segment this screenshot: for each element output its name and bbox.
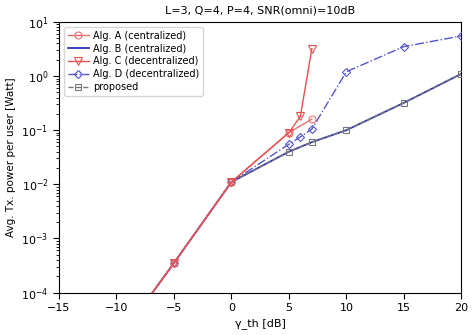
proposed xyxy=(401,101,407,105)
Alg. A (centralized) xyxy=(171,261,177,265)
proposed xyxy=(344,128,349,132)
Alg. B (centralized) xyxy=(309,140,315,144)
Alg. B (centralized) xyxy=(171,261,177,265)
Alg. B (centralized) xyxy=(344,128,349,132)
Alg. B (centralized) xyxy=(228,180,234,184)
X-axis label: γ_th [dB]: γ_th [dB] xyxy=(235,319,285,329)
Line: proposed: proposed xyxy=(56,71,465,335)
proposed xyxy=(309,140,315,144)
proposed xyxy=(228,180,234,184)
Alg. B (centralized) xyxy=(458,72,464,76)
Legend: Alg. A (centralized), Alg. B (centralized), Alg. C (decentralized), Alg. D (dece: Alg. A (centralized), Alg. B (centralize… xyxy=(64,27,203,96)
Line: Alg. C (decentralized): Alg. C (decentralized) xyxy=(55,45,316,335)
Alg. D (decentralized) xyxy=(286,142,292,146)
Line: Alg. D (decentralized): Alg. D (decentralized) xyxy=(56,33,465,335)
Alg. D (decentralized) xyxy=(344,70,349,74)
Alg. C (decentralized) xyxy=(309,47,315,51)
Alg. D (decentralized) xyxy=(228,180,234,184)
Alg. B (centralized) xyxy=(401,101,407,105)
proposed xyxy=(171,261,177,265)
Alg. C (decentralized) xyxy=(171,261,177,265)
Line: Alg. A (centralized): Alg. A (centralized) xyxy=(55,116,315,335)
proposed xyxy=(286,150,292,154)
Alg. A (centralized) xyxy=(228,180,234,184)
Line: Alg. B (centralized): Alg. B (centralized) xyxy=(59,74,461,335)
Alg. D (decentralized) xyxy=(309,127,315,131)
Alg. B (centralized) xyxy=(286,150,292,154)
Alg. C (decentralized) xyxy=(298,114,303,118)
Alg. C (decentralized) xyxy=(286,131,292,135)
Alg. D (decentralized) xyxy=(458,34,464,38)
Alg. A (centralized) xyxy=(309,117,315,121)
proposed xyxy=(458,72,464,76)
Title: L=3, Q=4, P=4, SNR(omni)=10dB: L=3, Q=4, P=4, SNR(omni)=10dB xyxy=(165,6,355,15)
Alg. A (centralized) xyxy=(286,131,292,135)
Alg. C (decentralized) xyxy=(228,180,234,184)
Alg. D (decentralized) xyxy=(171,261,177,265)
Alg. D (decentralized) xyxy=(401,45,407,49)
Y-axis label: Avg. Tx. power per user [Watt]: Avg. Tx. power per user [Watt] xyxy=(6,77,16,237)
Alg. D (decentralized) xyxy=(298,135,303,139)
